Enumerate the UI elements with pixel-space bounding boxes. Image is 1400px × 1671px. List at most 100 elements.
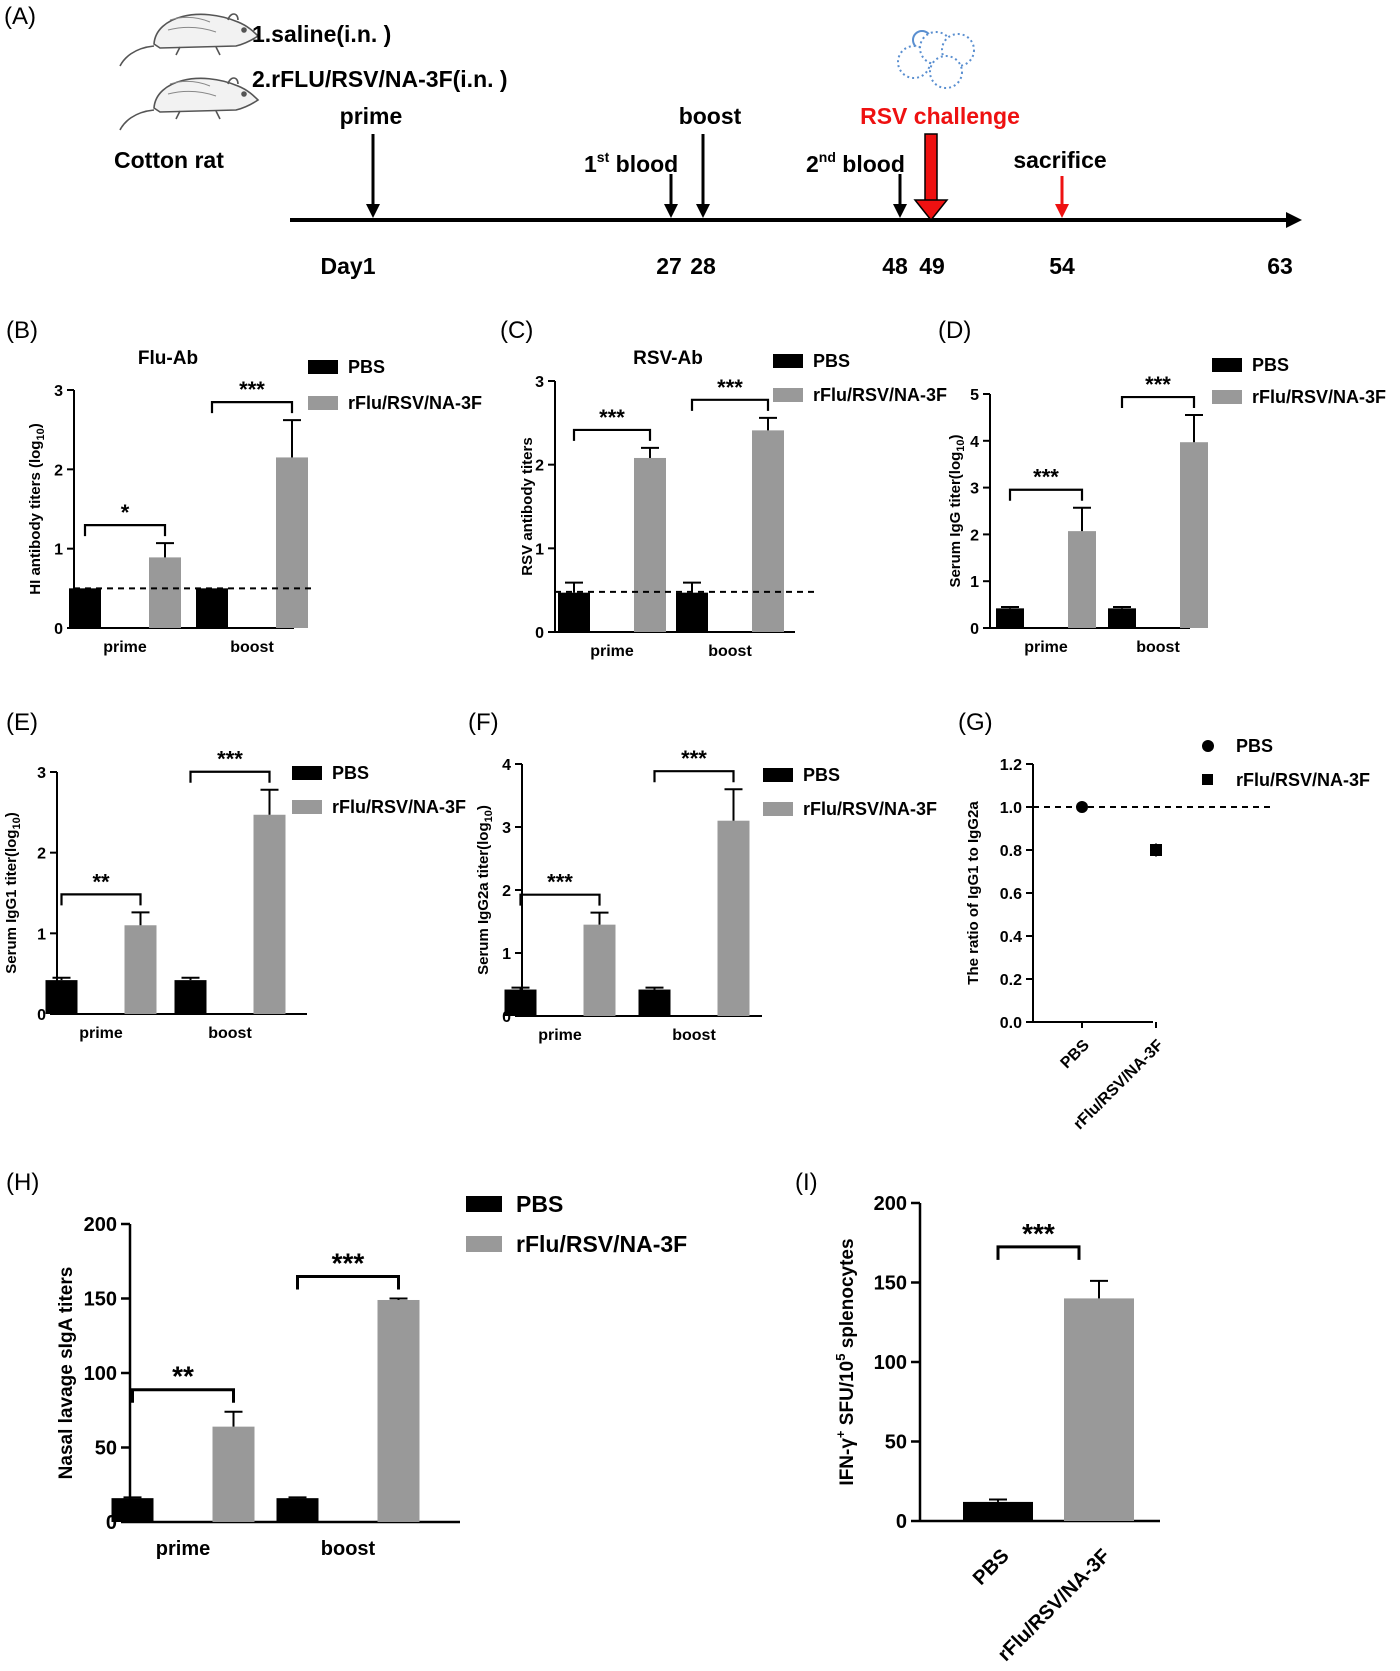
legend-label: rFlu/RSV/NA-3F <box>813 385 947 405</box>
significance-bracket <box>690 398 770 411</box>
legend-label: PBS <box>803 765 840 785</box>
virus-icon <box>897 30 975 89</box>
y-tick-label: 4 <box>502 757 511 774</box>
bar-vaccine <box>377 1299 420 1522</box>
y-tick-label: 0.2 <box>1000 972 1022 989</box>
significance-bracket <box>519 893 601 906</box>
significance-bracket <box>210 401 294 414</box>
bar-pbs <box>676 592 708 632</box>
panel-label: (C) <box>500 317 533 344</box>
legend-label: rFlu/RSV/NA-3F <box>516 1231 687 1257</box>
event-prime: prime <box>340 103 403 129</box>
significance-bracket <box>1120 395 1196 409</box>
y-tick-label: 0 <box>502 1009 511 1026</box>
significance-bracket <box>653 770 735 783</box>
bar-pbs <box>69 588 101 628</box>
bar-vaccine <box>1068 531 1096 628</box>
legend-swatch-pbs <box>773 354 803 368</box>
bar-vaccine <box>752 430 784 632</box>
x-tick-label: prime <box>156 1538 210 1560</box>
legend-swatch-vaccine <box>308 396 338 410</box>
bar-vaccine <box>253 814 286 1014</box>
legend-swatch-pbs <box>292 766 322 780</box>
x-tick-label: prime <box>1024 639 1068 656</box>
legend-swatch-vaccine <box>763 802 793 816</box>
y-tick-label: 2 <box>970 527 979 544</box>
y-axis-label: HI antibody titers (log10) <box>27 423 47 594</box>
y-tick-label: 2 <box>37 846 46 863</box>
y-tick-label: 3 <box>54 383 63 400</box>
significance-bracket <box>60 893 142 906</box>
x-tick-label: prime <box>590 643 634 660</box>
y-tick-label: 2 <box>535 458 544 475</box>
panel-label-a: (A) <box>4 3 36 30</box>
chart-title: Flu-Ab <box>138 348 198 369</box>
panel-label: (B) <box>6 317 38 344</box>
legend-label: PBS <box>516 1191 563 1217</box>
y-tick-label: 200 <box>84 1214 117 1236</box>
significance-label: *** <box>1022 1218 1055 1249</box>
significance-label: *** <box>681 746 707 771</box>
y-axis-label: Serum IgG titer(log10) <box>947 434 967 587</box>
y-tick-label: 100 <box>874 1352 907 1374</box>
bar-pbs <box>1108 608 1136 628</box>
day-1: Day1 <box>321 253 376 279</box>
event-rsv-challenge: RSV challenge <box>860 103 1020 129</box>
legend-label: PBS <box>813 351 850 371</box>
x-tick-label: boost <box>708 643 752 660</box>
bar-pbs <box>276 1498 319 1522</box>
y-tick-label: 0.0 <box>1000 1015 1022 1032</box>
panel-d: (D) 0 1 2 3 4 5 Serum IgG titer(log10) prime *** b… <box>938 317 1386 656</box>
y-axis-label: Nasal lavage sIgA titers <box>56 1267 77 1480</box>
event-boost: boost <box>679 103 742 129</box>
bar-pbs <box>196 588 228 628</box>
significance-label: *** <box>599 405 625 430</box>
y-tick-label: 0 <box>54 621 63 638</box>
x-tick-label: boost <box>230 639 274 656</box>
y-tick-label: 5 <box>970 387 979 404</box>
y-tick-label: 0 <box>896 1511 907 1533</box>
y-tick-label: 0 <box>106 1512 117 1534</box>
legend-swatch-pbs <box>308 360 338 374</box>
chart-title: RSV-Ab <box>633 348 703 369</box>
event-sacrifice: sacrifice <box>1013 147 1106 173</box>
legend-swatch-pbs <box>466 1196 502 1212</box>
y-tick-label: 200 <box>874 1193 907 1215</box>
legend-label: rFlu/RSV/NA-3F <box>1236 770 1370 790</box>
legend-label: PBS <box>1236 736 1273 756</box>
event-arrowheads <box>366 204 1069 218</box>
significance-bracket <box>1008 488 1084 501</box>
significance-label: *** <box>1033 465 1059 490</box>
chart-panels: (B) Flu-Ab 0 1 2 3 HI antibody titers (log10) p… <box>3 317 1386 1666</box>
y-tick-label: 1 <box>970 574 979 591</box>
y-tick-label: 50 <box>95 1438 117 1460</box>
panel-label: (I) <box>795 1169 818 1196</box>
y-axis-label: Serum IgG2a titer(log10) <box>475 805 495 975</box>
y-tick-label: 0.8 <box>1000 843 1022 860</box>
y-tick-label: 0 <box>970 621 979 638</box>
significance-bracket <box>83 524 167 537</box>
bar-vaccine <box>1180 442 1208 628</box>
legend-label: rFlu/RSV/NA-3F <box>332 797 466 817</box>
y-axis-label: RSV antibody titers <box>519 437 536 575</box>
panel-b: (B) Flu-Ab 0 1 2 3 HI antibody titers (log10) p… <box>6 317 482 656</box>
y-tick-label: 150 <box>84 1289 117 1311</box>
panel-f: (F) 0 1 2 3 4 Serum IgG2a titer(log10) prime ***… <box>468 709 937 1044</box>
y-tick-label: 1 <box>535 541 544 558</box>
y-tick-label: 2 <box>54 462 63 479</box>
bar-pbs <box>558 592 590 632</box>
x-tick-label: boost <box>1136 639 1180 656</box>
legend-swatch-vaccine <box>466 1236 502 1252</box>
event-blood-2: 2nd blood <box>806 149 905 177</box>
significance-bracket <box>131 1388 235 1403</box>
panel-a: (A) 1.saline(i.n. ) 2.rFLU/RSV/NA-3F(i. <box>4 3 1302 279</box>
y-tick-label: 1 <box>37 926 46 943</box>
significance-bracket <box>996 1245 1081 1260</box>
legend-swatch-pbs <box>1212 358 1242 372</box>
legend-label: rFlu/RSV/NA-3F <box>348 393 482 413</box>
day-28: 28 <box>690 253 716 279</box>
bar-vaccine <box>212 1426 255 1522</box>
y-tick-label: 0 <box>535 625 544 642</box>
y-tick-label: 4 <box>970 434 979 451</box>
